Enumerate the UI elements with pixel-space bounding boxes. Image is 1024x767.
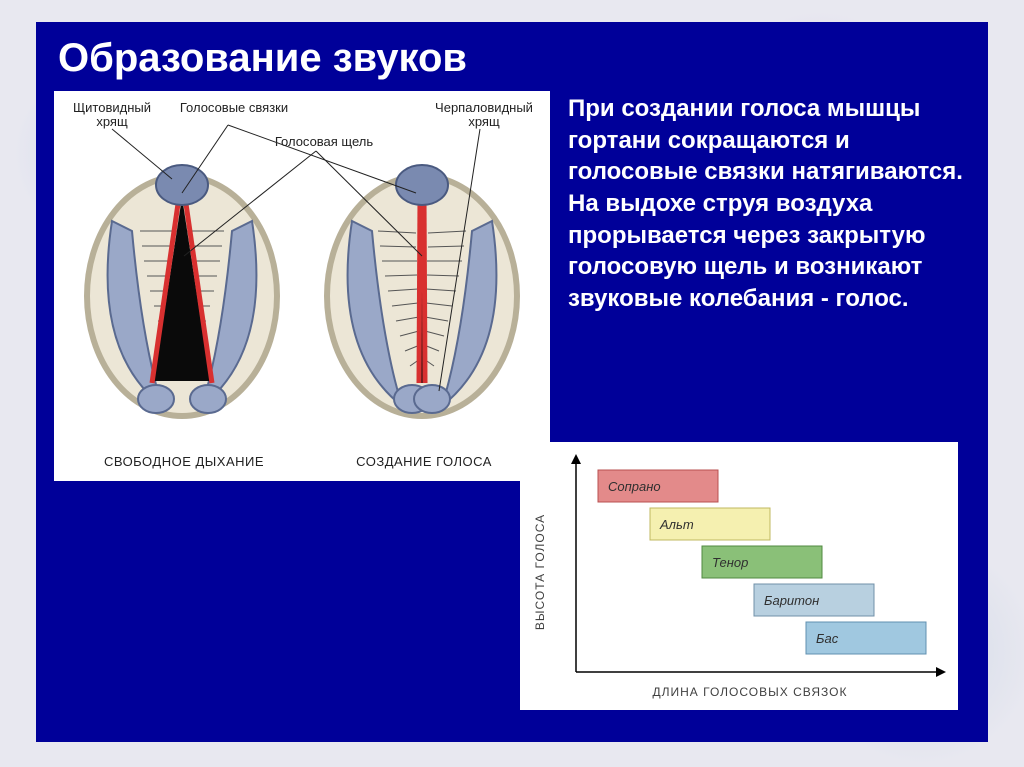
caption-right: СОЗДАНИЕ ГОЛОСА [334,455,514,469]
arytenoid-left-r [190,385,226,413]
voice-pitch-chart: Сопрано Альт Тенор Баритон Бас ВЫСОТА ГОЛОСА… [520,442,958,710]
caption-left: СВОБОДНОЕ ДЫХАНИЕ [84,455,284,469]
label-vocalcords: Голосовые связки [164,101,304,115]
voice-label-сопрано: Сопрано [608,479,661,494]
larynx-svg [54,91,550,481]
voice-label-баритон: Баритон [764,593,819,608]
arytenoid-right-r [414,385,450,413]
larynx-diagram: Щитовидныйхрящ Голосовые связки Черпалов… [54,91,550,481]
vocalcord-closed-r [424,197,425,383]
voice-chart-svg: Сопрано Альт Тенор Баритон Бас ВЫСОТА ГОЛОСА… [520,442,958,710]
voice-label-альт: Альт [659,517,694,532]
thyroid-right [396,165,448,205]
vocalcord-closed-l [419,197,420,383]
arytenoid-left-l [138,385,174,413]
x-axis-label: ДЛИНА ГОЛОСОВЫХ СВЯЗОК [653,685,848,699]
label-glottis: Голосовая щель [264,135,384,149]
x-axis-arrow [936,667,946,677]
slide-title: Образование звуков [36,22,988,91]
larynx-closed [327,165,517,416]
content-row: Щитовидныйхрящ Голосовые связки Черпалов… [36,91,988,481]
description-text: При создании голоса мышцы гортани сокращ… [568,91,970,481]
label-thyroid: Щитовидныйхрящ [62,101,162,130]
voice-label-бас: Бас [816,631,839,646]
thyroid-left [156,165,208,205]
larynx-open [87,165,277,416]
y-axis-arrow [571,454,581,464]
voice-label-тенор: Тенор [712,555,748,570]
y-axis-label: ВЫСОТА ГОЛОСА [533,514,547,630]
voice-boxes: Сопрано Альт Тенор Баритон Бас [598,470,926,654]
label-arytenoid: Черпаловидныйхрящ [424,101,544,130]
slide-panel: Образование звуков [36,22,988,742]
